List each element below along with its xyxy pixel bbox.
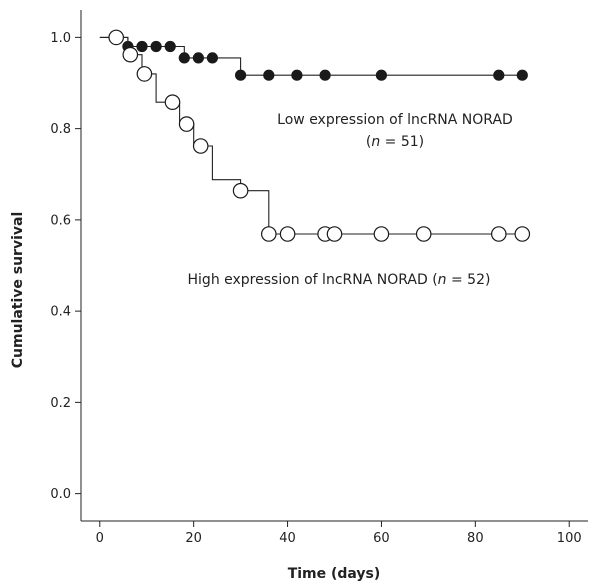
low-expression-point: [493, 69, 505, 81]
low-expression-step-line: [99, 36, 523, 76]
high-expression-point: [514, 226, 531, 242]
x-tick-label: 100: [557, 531, 582, 546]
high-expression-point: [490, 226, 507, 242]
low-expression-point: [516, 69, 528, 81]
series-layer: [99, 29, 531, 242]
high-expression-point: [164, 94, 181, 110]
x-axis-title: Time (days): [288, 566, 381, 582]
x-tick-label: 0: [96, 531, 104, 546]
high-expression-point: [415, 226, 432, 242]
high-expression-point: [326, 226, 343, 242]
high-expression-point: [192, 138, 209, 154]
high-expression-point: [279, 226, 296, 242]
x-tick-label: 40: [279, 531, 296, 546]
y-tick-label: 0.8: [50, 122, 71, 137]
y-tick-label: 0.0: [50, 487, 71, 502]
low-expression-label: Low expression of lncRNA NORAD: [277, 112, 513, 128]
low-expression-point: [192, 52, 204, 64]
x-tick-label: 60: [373, 531, 390, 546]
low-expression-point: [263, 69, 275, 81]
high-expression-point: [122, 46, 139, 63]
high-expression-point: [260, 226, 277, 242]
y-tick-label: 0.6: [50, 213, 71, 228]
low-expression-point: [136, 40, 148, 53]
low-expression-point: [178, 52, 190, 64]
low-expression-point: [291, 69, 303, 81]
y-axis-title: Cumulative survival: [10, 212, 26, 369]
high-expression-point: [178, 116, 195, 132]
low-expression-point: [164, 40, 176, 53]
high-expression-step-line: [99, 36, 523, 235]
high-expression-point: [136, 66, 153, 82]
axes: 0.0 0.2 0.4 0.6 0.8 1.0 0 20 40 60 80 100: [50, 10, 588, 546]
low-expression-point: [150, 40, 162, 53]
y-tick-label: 1.0: [50, 31, 71, 46]
low-expression-n-label: (n = 51): [366, 134, 424, 150]
low-expression-point: [319, 69, 331, 81]
x-tick-label: 20: [185, 531, 202, 546]
low-expression-series: [99, 36, 528, 81]
low-expression-point: [206, 52, 218, 64]
low-expression-point: [375, 69, 387, 81]
high-expression-series: [99, 29, 531, 242]
high-expression-point: [108, 29, 124, 46]
x-tick-label: 80: [467, 531, 484, 546]
low-expression-point: [235, 69, 247, 81]
y-tick-label: 0.2: [50, 396, 71, 411]
y-tick-label: 0.4: [50, 305, 71, 320]
high-expression-label: High expression of lncRNA NORAD (n = 52): [188, 272, 491, 288]
high-expression-point: [373, 226, 390, 242]
high-expression-point: [232, 182, 249, 199]
